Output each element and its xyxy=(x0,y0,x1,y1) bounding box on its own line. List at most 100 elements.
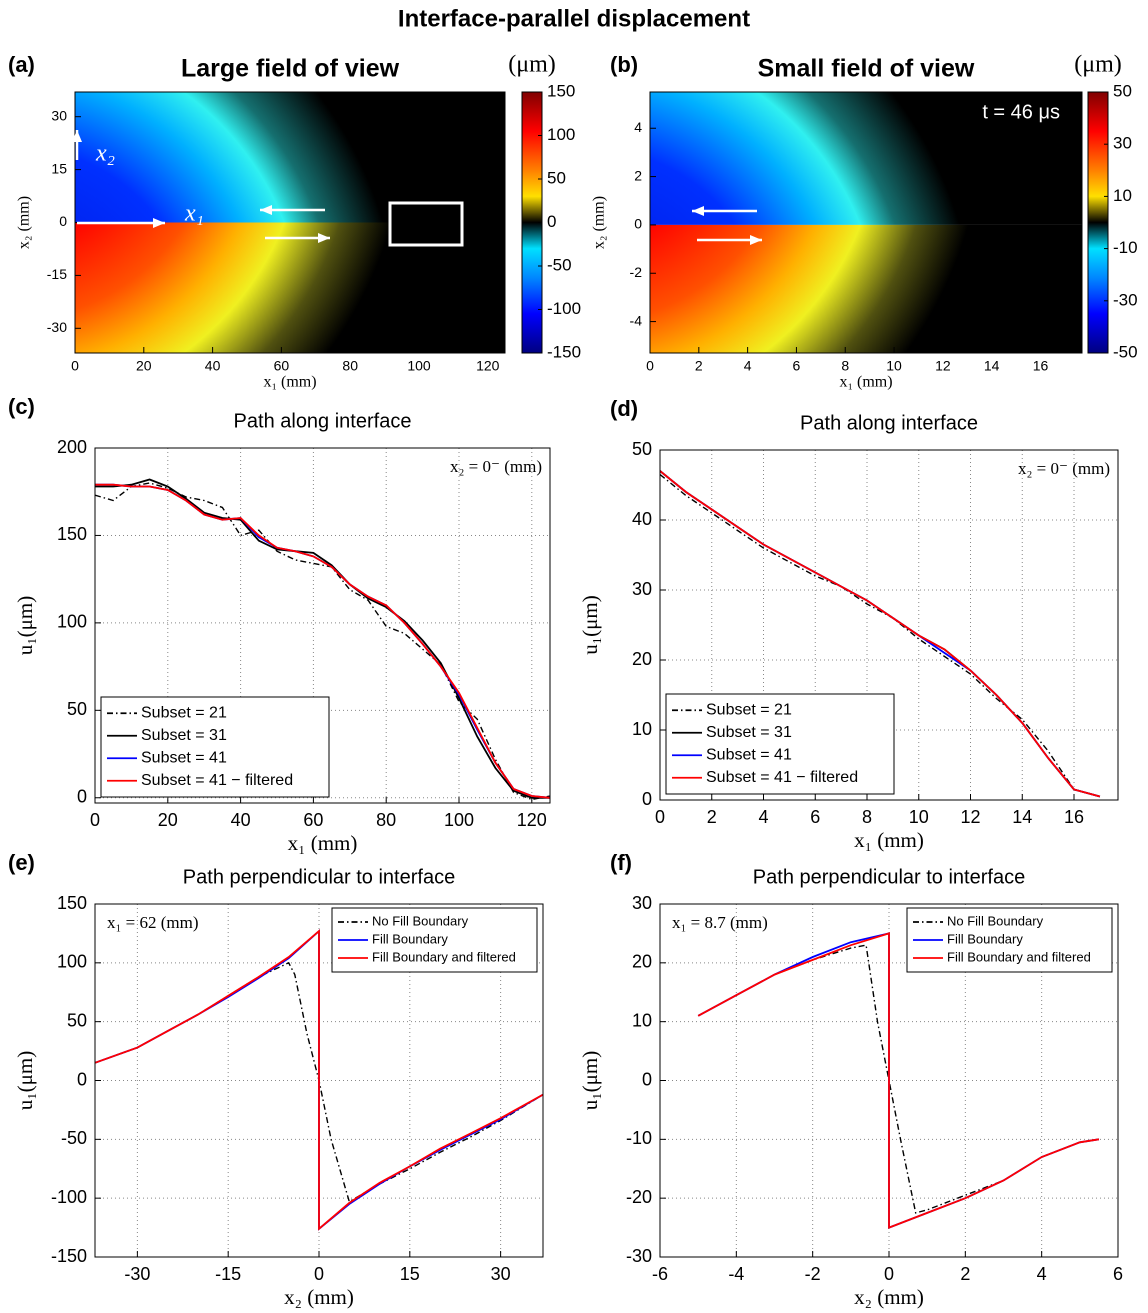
y-axis-label: x₂ (mm) xyxy=(16,196,33,249)
panel-label: (b) xyxy=(610,52,638,77)
y-tick-label: 100 xyxy=(57,952,87,972)
y-tick-label: -2 xyxy=(630,264,643,280)
y-tick-label: 30 xyxy=(632,893,652,913)
x-tick-label: 6 xyxy=(810,807,820,827)
x-tick-label: 0 xyxy=(884,1264,894,1284)
panel-label: (e) xyxy=(8,850,35,875)
y-tick-label: 100 xyxy=(57,612,87,632)
y-tick-label: 0 xyxy=(77,787,87,807)
annotation: t = 46 μs xyxy=(982,101,1060,123)
field-lower xyxy=(75,222,505,353)
series-line xyxy=(697,932,1100,1229)
x-tick-label: 14 xyxy=(984,358,1000,374)
panel-label: (c) xyxy=(8,394,35,419)
colorbar-tick-label: -30 xyxy=(1113,290,1138,309)
colorbar-tick-label: 100 xyxy=(547,125,575,144)
chart-title: Path along interface xyxy=(800,412,978,434)
series-line xyxy=(95,929,543,1231)
x-tick-label: -30 xyxy=(124,1264,150,1284)
x-axis-label: x₂ (mm) xyxy=(854,1285,924,1309)
x-tick-label: -4 xyxy=(728,1264,744,1284)
y-tick-label: 10 xyxy=(632,1010,652,1030)
x-tick-label: 2 xyxy=(960,1264,970,1284)
legend-label: Subset = 31 xyxy=(706,724,792,741)
x-tick-label: 30 xyxy=(491,1264,511,1284)
y-tick-label: -20 xyxy=(626,1187,652,1207)
legend-label: Subset = 21 xyxy=(706,701,792,718)
axes-frame xyxy=(649,91,1083,354)
y-tick-label: -4 xyxy=(630,312,643,328)
legend-label: Fill Boundary and filtered xyxy=(947,949,1091,964)
panel-label: (f) xyxy=(610,850,632,875)
axes-frame xyxy=(659,903,1119,1258)
y-tick-label: 10 xyxy=(632,719,652,739)
x-tick-label: 40 xyxy=(205,358,221,374)
x-tick-label: 16 xyxy=(1064,807,1084,827)
colorbar-label: (μm) xyxy=(508,52,556,78)
colorbar-tick-label: 30 xyxy=(1113,134,1132,153)
colorbar-tick-label: -50 xyxy=(547,255,572,274)
arrow-head xyxy=(72,130,82,142)
y-tick-label: 20 xyxy=(632,952,652,972)
x-tick-label: 120 xyxy=(476,358,500,374)
y-axis-label: x₂ (mm) xyxy=(591,196,608,249)
y-tick-label: -30 xyxy=(626,1246,652,1266)
x-tick-label: 14 xyxy=(1012,807,1032,827)
annotation: x₁ = 62 (mm) xyxy=(107,913,199,932)
y-tick-label: -50 xyxy=(61,1128,87,1148)
y-tick-label: 40 xyxy=(632,509,652,529)
y-axis-label: u₁(μm) xyxy=(13,596,37,655)
x-tick-label: 80 xyxy=(376,810,396,830)
y-tick-label: -150 xyxy=(51,1246,87,1266)
panel-label: (d) xyxy=(610,396,638,421)
axes-frame xyxy=(659,449,1119,801)
colorbar-tick-label: 0 xyxy=(547,212,556,231)
x-axis-label: x₁ (mm) xyxy=(288,831,358,855)
colorbar-tick-label: -10 xyxy=(1113,238,1138,257)
y-tick-label: 0 xyxy=(642,789,652,809)
legend-box xyxy=(100,696,330,798)
legend-label: Subset = 31 xyxy=(141,727,227,744)
panel-label: (a) xyxy=(8,52,35,77)
y-tick-label: 0 xyxy=(642,1069,652,1089)
y-tick-label: 150 xyxy=(57,524,87,544)
axes-frame xyxy=(94,903,544,1258)
y-tick-label: -10 xyxy=(626,1128,652,1148)
chart-title: Large field of view xyxy=(181,55,400,83)
y-tick-label: -15 xyxy=(47,266,67,282)
chart-title: Path perpendicular to interface xyxy=(753,866,1025,888)
colorbar-tick-label: 50 xyxy=(1113,81,1132,100)
axes-frame xyxy=(74,91,506,354)
colorbar-tick-label: -50 xyxy=(1113,342,1138,361)
legend-label: No Fill Boundary xyxy=(372,913,469,928)
field-lower xyxy=(650,224,1082,353)
x-tick-label: 0 xyxy=(71,358,79,374)
colorbar-tick-label: 150 xyxy=(547,81,575,100)
x-tick-label: 15 xyxy=(400,1264,420,1284)
y-tick-label: 30 xyxy=(51,107,67,123)
x-axis-label: x₁ (mm) xyxy=(839,374,892,391)
x-tick-label: 2 xyxy=(695,358,703,374)
x-axis-label: x₂ (mm) xyxy=(284,1285,354,1309)
x-tick-label: 6 xyxy=(793,358,801,374)
field-upper xyxy=(75,92,505,223)
annotation: x₁ = 8.7 (mm) xyxy=(672,913,768,932)
y-tick-label: 0 xyxy=(634,216,642,232)
y-tick-label: 50 xyxy=(67,699,87,719)
x-tick-label: 100 xyxy=(407,358,431,374)
arrow-head xyxy=(750,235,762,245)
chart-title: Path perpendicular to interface xyxy=(183,866,455,888)
y-tick-label: 20 xyxy=(632,649,652,669)
series-line xyxy=(660,470,1101,798)
x-tick-label: 2 xyxy=(707,807,717,827)
x-tick-label: 4 xyxy=(1037,1264,1047,1284)
colorbar-tick-label: 10 xyxy=(1113,186,1132,205)
x-tick-label: 6 xyxy=(1113,1264,1123,1284)
colorbar-tick-label: -100 xyxy=(547,299,581,318)
x-tick-label: 40 xyxy=(231,810,251,830)
y-axis-label: u₁(μm) xyxy=(578,1051,602,1110)
x-tick-label: 8 xyxy=(862,807,872,827)
x-tick-label: -15 xyxy=(215,1264,241,1284)
x-tick-label: -6 xyxy=(652,1264,668,1284)
legend-label: Fill Boundary and filtered xyxy=(372,949,516,964)
